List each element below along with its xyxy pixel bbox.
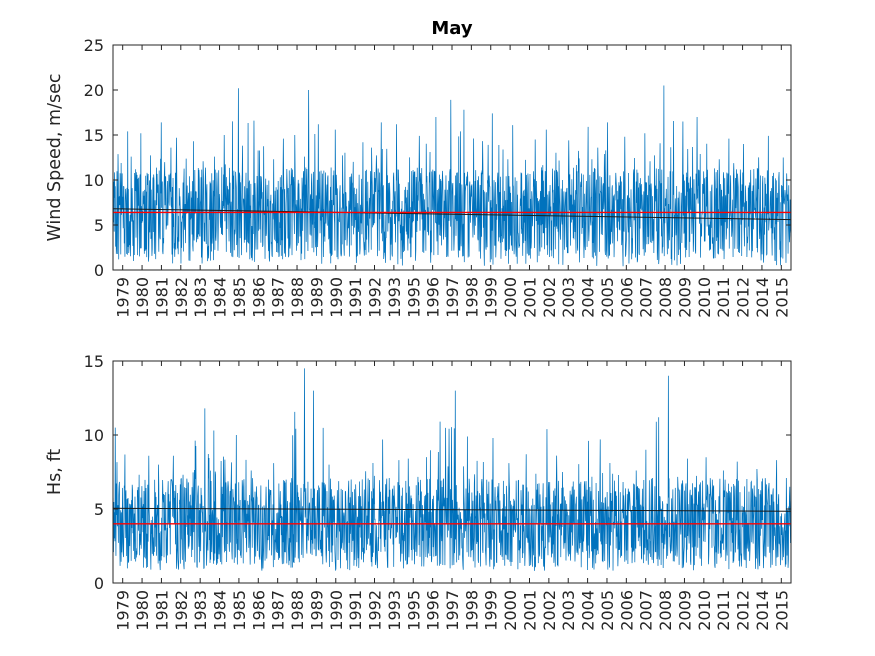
- y-tick-label: 0: [94, 574, 104, 593]
- x-tick-label: 1998: [462, 590, 481, 631]
- y-tick-label: 15: [84, 352, 104, 371]
- x-tick-label: 1988: [288, 590, 307, 631]
- x-tick-label: 1993: [385, 277, 404, 318]
- x-tick-label: 1987: [269, 590, 288, 631]
- x-tick-label: 1990: [327, 590, 346, 631]
- x-tick-label: 2005: [598, 277, 617, 318]
- x-tick-label: 2000: [501, 590, 520, 631]
- plot-title: May: [431, 18, 473, 39]
- x-tick-label: 1991: [346, 277, 365, 318]
- x-tick-label: 1982: [172, 590, 191, 631]
- x-tick-label: 1990: [327, 277, 346, 318]
- data-series-line: [112, 368, 792, 571]
- wave-height-subplot: 1979 1980 1981 1982 1983 1984 1985 1986 1987 1988…: [84, 352, 792, 631]
- y-tick-label: 10: [84, 171, 104, 190]
- trend-line: [112, 208, 792, 221]
- x-tick-label: 2008: [656, 590, 675, 631]
- x-tick-label: 2004: [579, 590, 598, 631]
- x-tick-label: 1983: [191, 277, 210, 318]
- x-tick-label: 2012: [734, 590, 753, 631]
- y-tick-label: 25: [84, 36, 104, 55]
- x-tick-label: 1995: [404, 277, 423, 318]
- x-tick-label: 2006: [617, 277, 636, 318]
- x-tick-label: 2012: [734, 277, 753, 318]
- y-tick-label: 10: [84, 426, 104, 445]
- x-tick-label: 1981: [152, 590, 171, 631]
- x-tick-label: 1992: [366, 590, 385, 631]
- y-tick-label: 5: [94, 216, 104, 235]
- x-tick-label: 2009: [675, 277, 694, 318]
- x-tick-label: 2002: [540, 277, 559, 318]
- x-tick-label: 1986: [249, 277, 268, 318]
- trend-line: [112, 507, 792, 512]
- x-tick-label: 2004: [579, 277, 598, 318]
- x-tick-label: 1979: [114, 590, 133, 631]
- x-tick-label: 1999: [482, 590, 501, 631]
- x-tick-label: 1984: [211, 277, 230, 318]
- x-tick-label: 2000: [501, 277, 520, 318]
- x-tick-label: 2003: [559, 277, 578, 318]
- x-tick-label: 2010: [695, 590, 714, 631]
- x-tick-label: 2015: [772, 590, 791, 631]
- x-tick-label: 2011: [714, 277, 733, 318]
- y-tick-label: 15: [84, 126, 104, 145]
- x-tick-label: 2006: [617, 590, 636, 631]
- y-tick-label: 20: [84, 81, 104, 100]
- x-tick-label: 2010: [695, 277, 714, 318]
- x-tick-label: 2011: [714, 590, 733, 631]
- x-tick-label: 2005: [598, 590, 617, 631]
- x-tick-label: 2001: [520, 277, 539, 318]
- y-axis-label-wind-speed: Wind Speed, m/sec: [45, 74, 65, 242]
- x-tick-label: 2003: [559, 590, 578, 631]
- x-tick-label: 2014: [753, 277, 772, 318]
- x-tick-label: 1995: [404, 590, 423, 631]
- x-tick-label: 2008: [656, 277, 675, 318]
- x-tick-label: 1993: [385, 590, 404, 631]
- x-tick-label: 2014: [753, 590, 772, 631]
- x-tick-label: 2007: [637, 277, 656, 318]
- x-tick-label: 2001: [520, 590, 539, 631]
- x-tick-label: 1996: [424, 590, 443, 631]
- x-tick-label: 2007: [637, 590, 656, 631]
- x-tick-label: 1999: [482, 277, 501, 318]
- x-tick-label: 1984: [211, 590, 230, 631]
- x-tick-label: 1997: [443, 590, 462, 631]
- x-tick-label: 2009: [675, 590, 694, 631]
- x-tick-label: 1982: [172, 277, 191, 318]
- x-tick-label: 1985: [230, 277, 249, 318]
- x-tick-label: 1989: [307, 590, 326, 631]
- x-tick-label: 1996: [424, 277, 443, 318]
- x-tick-label: 2002: [540, 590, 559, 631]
- x-tick-label: 1998: [462, 277, 481, 318]
- x-tick-label: 1985: [230, 590, 249, 631]
- x-tick-label: 1991: [346, 590, 365, 631]
- x-tick-label: 1997: [443, 277, 462, 318]
- x-tick-label: 1987: [269, 277, 288, 318]
- data-series-line: [112, 85, 792, 267]
- y-axis-label-hs: Hs, ft: [45, 449, 65, 495]
- wind-speed-subplot: 1979 1980 1981 1982 1983 1984 1985 1986 1987 1988…: [84, 36, 792, 318]
- x-tick-label: 1983: [191, 590, 210, 631]
- x-tick-label: 1989: [307, 277, 326, 318]
- x-tick-label: 1980: [133, 277, 152, 318]
- y-tick-label: 0: [94, 261, 104, 280]
- y-tick-label: 5: [94, 500, 104, 519]
- x-tick-label: 2015: [772, 277, 791, 318]
- x-tick-label: 1981: [152, 277, 171, 318]
- x-tick-label: 1979: [114, 277, 133, 318]
- x-tick-label: 1988: [288, 277, 307, 318]
- x-tick-label: 1992: [366, 277, 385, 318]
- x-tick-label: 1986: [249, 590, 268, 631]
- x-tick-label: 1980: [133, 590, 152, 631]
